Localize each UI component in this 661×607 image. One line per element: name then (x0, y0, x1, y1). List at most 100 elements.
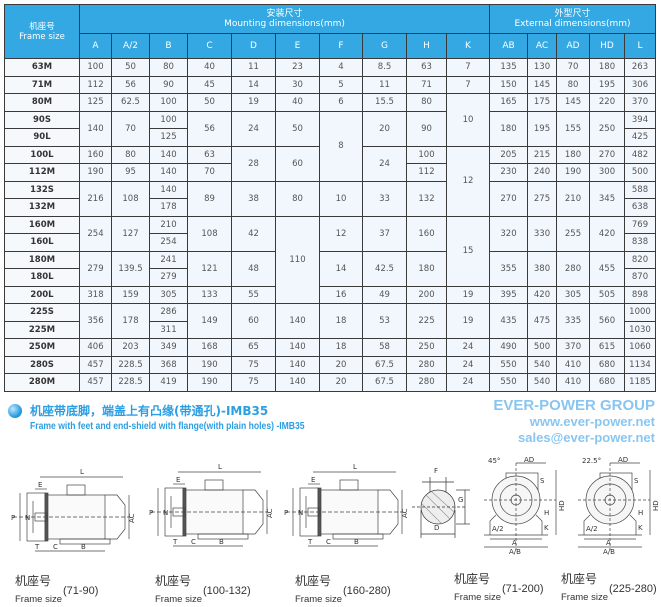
table-row: 132M 178 638 (5, 199, 655, 216)
terminal-box (66, 484, 86, 496)
cell-g: 8.5 (363, 59, 406, 76)
table-row: 225S 356 178 286 149 60 140 18 53 225 19 435 475 335 5… (5, 304, 655, 338)
cell-d: 14 (232, 76, 275, 93)
frame-size-cell: 225M (5, 321, 79, 338)
cell-d: 75 (232, 374, 275, 391)
cell-l: 500 (625, 164, 655, 181)
cell-h: 225 (407, 304, 446, 338)
cell-a: 318 (80, 286, 111, 303)
label-c: C (191, 538, 196, 546)
label-e: E (176, 476, 180, 484)
table-row: 100L 160 80 140 63 28 60 24 100 12 205 215 180 270 482 (5, 146, 655, 216)
label-h: H (638, 509, 643, 517)
watermark: EVER-POWER GROUP www.ever-power.net sale… (405, 398, 655, 446)
frame-size-cell: 112M (5, 164, 79, 181)
cell-c: 56 (188, 111, 231, 146)
cell-c: 190 (188, 356, 231, 373)
cell-c: 133 (188, 286, 231, 303)
cell-ac: 240 (528, 164, 556, 181)
cell-k: 15 (447, 216, 489, 286)
cell-ad: 410 (557, 356, 589, 373)
frame-size-cell: 80M (5, 94, 79, 111)
col-header-h: H (407, 34, 446, 58)
label-hd: HD (558, 500, 566, 511)
cell-l: 1185 (625, 374, 655, 391)
cell-d: 75 (232, 356, 275, 373)
cell-ab: 435 (490, 304, 527, 338)
cell-ac: 420 (528, 286, 556, 303)
cell-d: 38 (232, 181, 275, 216)
cell-k: 24 (447, 356, 489, 373)
cell-d: 48 (232, 251, 275, 286)
cell-a-2: 228.5 (112, 374, 149, 391)
cell-d: 55 (232, 286, 275, 303)
col-header-c: C (188, 34, 231, 58)
cell-hd: 420 (590, 216, 624, 251)
cell-g: 49 (363, 286, 406, 303)
cell-a-2: 228.5 (112, 356, 149, 373)
cell-hd: 505 (590, 286, 624, 303)
cell-ac: 540 (528, 374, 556, 391)
cell-e: 110 (276, 216, 319, 303)
cell-ad: 70 (557, 59, 589, 76)
cell-ac: 175 (528, 94, 556, 111)
cell-b: 279 (150, 269, 187, 286)
label-p: P (149, 509, 153, 517)
cell-ac: 195 (528, 111, 556, 146)
cell-ac: 540 (528, 356, 556, 373)
frame-size-label-1: 机座号 Frame size(71-90) (15, 572, 98, 607)
table-row: 225M 311 1030 (5, 321, 655, 338)
cell-b: 100 (150, 94, 187, 111)
fs-cn: 机座号 (561, 572, 598, 586)
cell-a-2: 159 (112, 286, 149, 303)
caption-cn: 机座带底脚，端盖上有凸缘(带通孔)-IMB35 (30, 404, 269, 418)
table-row: 160M 254 127 210 108 42 110 12 37 160 15 320 330 255 4… (5, 216, 655, 303)
label-angle: 45° (488, 457, 500, 465)
cell-f: 6 (320, 94, 362, 111)
feet (59, 538, 111, 545)
label-ac: AC (128, 513, 135, 523)
cell-ac: 275 (528, 181, 556, 216)
fs-range: (71-200) (501, 583, 544, 595)
cell-ab: 355 (490, 251, 527, 286)
cell-h: 112 (407, 164, 446, 181)
cell-l: 482 (625, 146, 655, 163)
cell-f: 14 (320, 251, 362, 286)
frame-size-cell: 100L (5, 146, 79, 163)
table-row: 180M 279 139.5 241 121 48 14 42.5 180 355 380 280 45… (5, 251, 655, 286)
terminal-box (204, 479, 224, 491)
cell-a: 216 (80, 181, 111, 216)
cell-ab: 395 (490, 286, 527, 303)
col-header-ab: AB (490, 34, 527, 58)
label-hd: HD (652, 500, 660, 511)
table-row: 160L 254 838 (5, 234, 655, 251)
frame-size-label-2: 机座号 Frame size(100-132) (155, 572, 251, 607)
cell-hd: 220 (590, 94, 624, 111)
label-t: T (307, 538, 313, 546)
frame-size-cell: 280M (5, 374, 79, 391)
label-f: F (434, 467, 438, 475)
cell-g: 58 (363, 339, 406, 356)
cell-c: 40 (188, 59, 231, 76)
side-view-diagram-160-280: L P N AC E T C B (284, 463, 408, 547)
cell-ad: 370 (557, 339, 589, 356)
terminal-box (339, 479, 359, 491)
cell-l: 263 (625, 59, 655, 76)
fs-en: Frame size (15, 594, 62, 605)
cell-l: 898 (625, 286, 655, 303)
cell-b: 100 (150, 111, 187, 128)
cell-h: 63 (407, 59, 446, 76)
feet (197, 533, 249, 540)
cell-e: 140 (276, 304, 319, 338)
table-row: 180L 279 870 (5, 269, 655, 286)
fs-en: Frame size (295, 594, 342, 605)
label-b: B (354, 538, 359, 546)
cell-e: 80 (276, 181, 319, 216)
cell-k: 12 (447, 146, 489, 216)
mounting-header-cn: 安装尺寸 (266, 9, 303, 19)
cell-h: 160 (407, 216, 446, 251)
cell-f: 18 (320, 339, 362, 356)
cell-a-2: 127 (112, 216, 149, 251)
label-e: E (311, 476, 315, 484)
cell-hd: 270 (590, 146, 624, 163)
